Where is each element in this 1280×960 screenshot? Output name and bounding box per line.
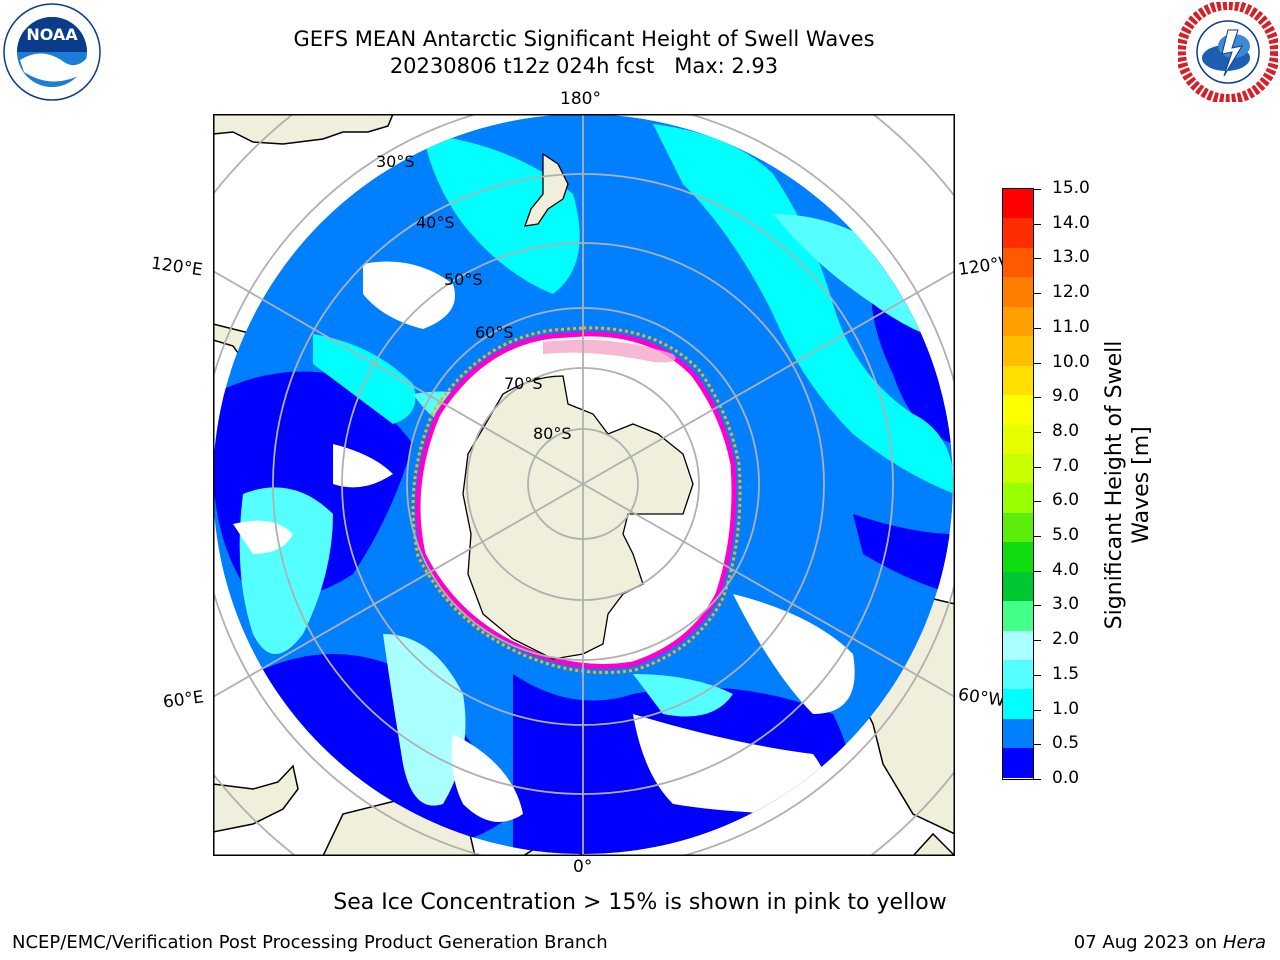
lat-label-30s: 30°S [376, 152, 415, 171]
colorbar-segment [1003, 542, 1033, 572]
colorbar-segment [1003, 601, 1033, 631]
chart-title: GEFS MEAN Antarctic Significant Height o… [293, 27, 875, 51]
polar-map [213, 114, 955, 856]
colorbar-segment [1003, 424, 1033, 454]
lon-label-60w-clip: 60°W [955, 675, 1005, 735]
colorbar-tick-mark [1034, 258, 1041, 260]
colorbar-tick-label: 0.0 [1052, 768, 1080, 788]
colorbar-segment [1003, 189, 1033, 219]
lon-label-120e: 120°E [149, 253, 204, 281]
colorbar-tick-label: 10.0 [1052, 351, 1090, 372]
colorbar-tick-label: 3.0 [1052, 594, 1080, 615]
colorbar-tick-label: 13.0 [1052, 247, 1090, 268]
colorbar-tick-label: 14.0 [1052, 212, 1090, 233]
lat-label-50s: 50°S [444, 270, 483, 289]
colorbar-segment [1003, 247, 1033, 278]
colorbar-tick-label: 15.0 [1052, 178, 1090, 198]
colorbar-tick-label: 4.0 [1052, 559, 1080, 580]
colorbar-tick-label: 5.0 [1052, 525, 1080, 546]
colorbar-tick-label: 0.5 [1052, 733, 1080, 754]
noaa-logo: NOAA [3, 3, 101, 101]
colorbar-tick-label: 8.0 [1052, 420, 1080, 441]
colorbar-tick-mark [1034, 466, 1041, 468]
antarctica [462, 375, 694, 660]
credit-text: NCEP/EMC/Verification Post Processing Pr… [12, 932, 608, 953]
colorbar-title: Significant Height of Swell Waves [m] [1101, 341, 1155, 630]
colorbar-segment [1003, 453, 1033, 484]
colorbar-tick-label: 1.0 [1052, 698, 1080, 719]
colorbar-tick-mark [1034, 362, 1041, 364]
colorbar-tick-mark [1034, 640, 1041, 642]
colorbar-title-line1: Significant Height of Swell [1102, 340, 1127, 630]
colorbar-segment [1003, 512, 1033, 543]
colorbar-segment [1003, 689, 1033, 719]
colorbar-tick-mark [1034, 293, 1041, 295]
colorbar-tick-label: 7.0 [1052, 455, 1080, 476]
date-label: 07 Aug 2023 on [1073, 932, 1218, 953]
colorbar-segment [1003, 365, 1033, 396]
colorbar-tick-mark [1034, 744, 1041, 746]
date-text: 07 Aug 2023 on Hera [1074, 932, 1266, 953]
colorbar-segment [1003, 718, 1033, 749]
colorbar-segment [1003, 483, 1033, 513]
longitude-lines [213, 114, 955, 856]
machine-name: Hera [1222, 932, 1266, 953]
lon-label-180: 180° [560, 89, 601, 109]
nws-logo [1178, 2, 1278, 102]
colorbar-tick-label: 1.5 [1052, 663, 1080, 684]
lat-label-60s: 60°S [475, 323, 514, 342]
colorbar-tick-mark [1034, 431, 1041, 433]
sea-ice-note: Sea Ice Concentration > 15% is shown in … [333, 890, 947, 915]
colorbar-tick-label: 2.0 [1052, 629, 1080, 650]
colorbar-tick-label: 9.0 [1052, 386, 1080, 407]
colorbar-tick-mark [1034, 189, 1041, 190]
colorbar-tick-mark [1034, 779, 1041, 780]
lon-label-0: 0° [573, 857, 593, 877]
colorbar-tick-mark [1034, 570, 1041, 572]
colorbar-segment [1003, 395, 1033, 425]
colorbar-tick-mark [1034, 536, 1041, 538]
colorbar-tick-mark [1034, 397, 1041, 399]
colorbar-segment [1003, 630, 1033, 660]
colorbar-segment [1003, 336, 1033, 366]
map-frame [213, 114, 955, 856]
chart-subtitle: 20230806 t12z 024h fcst Max: 2.93 [389, 54, 779, 78]
colorbar-tick-mark [1034, 709, 1041, 711]
colorbar-tick-label: 12.0 [1052, 282, 1090, 303]
colorbar-tick-mark [1034, 501, 1041, 503]
lat-label-80s: 80°S [533, 424, 572, 443]
lat-label-40s: 40°S [416, 213, 455, 232]
colorbar-tick-mark [1034, 605, 1041, 607]
noaa-logo-text: NOAA [26, 25, 78, 44]
lon-label-60e: 60°E [161, 687, 206, 713]
colorbar-segment [1003, 748, 1033, 778]
colorbar-segment [1003, 660, 1033, 690]
colorbar [1002, 188, 1034, 780]
colorbar-segment [1003, 218, 1033, 248]
colorbar-tick-mark [1034, 223, 1041, 225]
lat-label-70s: 70°S [504, 374, 543, 393]
colorbar-tick-label: 6.0 [1052, 490, 1080, 511]
colorbar-segment [1003, 571, 1033, 602]
colorbar-tick-label: 11.0 [1052, 316, 1090, 337]
lon-label-60w: 60°W [956, 684, 1005, 712]
colorbar-title-line2: Waves [m] [1129, 426, 1154, 544]
colorbar-segment [1003, 306, 1033, 337]
colorbar-segment [1003, 277, 1033, 307]
colorbar-tick-mark [1034, 327, 1041, 329]
colorbar-tick-mark [1034, 674, 1041, 676]
